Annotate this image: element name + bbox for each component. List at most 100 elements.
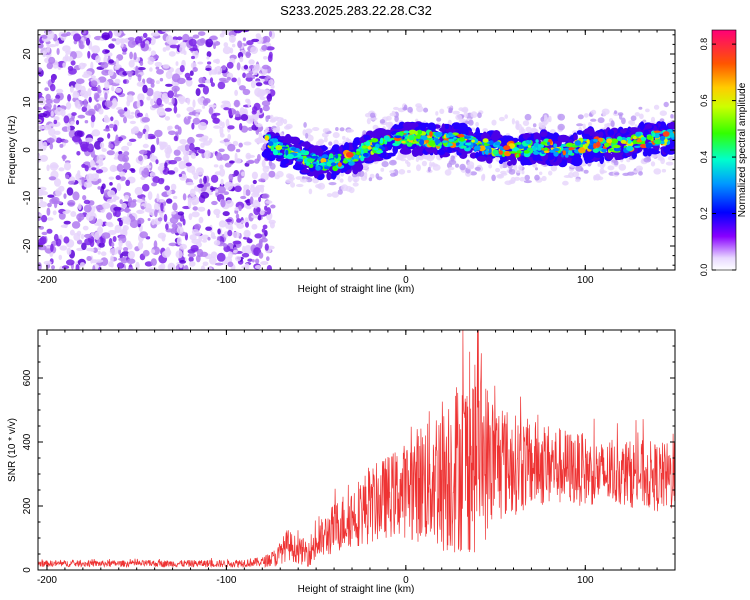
- noise-speckle: [39, 154, 48, 162]
- noise-speckle: [134, 186, 143, 196]
- y-tick-label: -10: [22, 190, 33, 205]
- ridge-core: [379, 138, 384, 144]
- x-tick-label: -100: [216, 575, 236, 586]
- x-tick-label: -100: [216, 275, 236, 286]
- noise-speckle: [80, 262, 85, 267]
- noise-speckle: [46, 228, 53, 234]
- ridge-core: [322, 154, 329, 159]
- noise-speckle: [240, 125, 249, 133]
- noise-speckle: [195, 167, 204, 176]
- noise-speckle: [50, 75, 56, 84]
- noise-speckle: [41, 231, 48, 236]
- noise-speckle: [235, 255, 242, 262]
- noise-speckle: [86, 143, 94, 153]
- ridge-core: [383, 135, 390, 141]
- noise-speckle: [107, 133, 111, 139]
- noise-speckle: [123, 116, 127, 124]
- ridge-blob: [343, 142, 350, 152]
- noise-speckle: [113, 30, 122, 37]
- noise-speckle: [59, 245, 68, 251]
- noise-speckle: [245, 189, 251, 197]
- x-tick-label: -200: [37, 275, 57, 286]
- noise-speckle: [48, 44, 57, 48]
- halo-speckle: [283, 118, 288, 125]
- noise-speckle: [229, 222, 233, 230]
- noise-speckle: [108, 143, 114, 149]
- noise-speckle: [154, 129, 163, 138]
- noise-speckle: [243, 141, 252, 146]
- ridge-core: [626, 145, 634, 152]
- noise-speckle: [84, 137, 94, 143]
- noise-speckle: [66, 187, 74, 196]
- ridge-blob: [280, 160, 286, 167]
- noise-speckle: [104, 80, 110, 90]
- ridge-blob: [571, 157, 580, 165]
- halo-speckle: [386, 115, 392, 121]
- ridge-core: [286, 153, 295, 160]
- noise-speckle: [62, 265, 70, 270]
- noise-speckle: [90, 75, 96, 79]
- noise-speckle: [210, 82, 215, 87]
- halo-speckle: [342, 135, 346, 140]
- halo-speckle: [481, 174, 485, 182]
- halo-speckle: [303, 122, 307, 128]
- noise-speckle: [182, 150, 190, 156]
- ridge-core: [565, 142, 574, 147]
- noise-speckle: [202, 261, 209, 267]
- noise-speckle: [159, 112, 166, 116]
- noise-speckle: [42, 35, 48, 39]
- noise-speckle: [261, 159, 266, 168]
- noise-speckle: [71, 221, 81, 229]
- noise-speckle: [234, 206, 240, 211]
- halo-speckle: [522, 120, 530, 126]
- noise-speckle: [101, 32, 110, 40]
- ridge-blob: [278, 136, 288, 141]
- noise-speckle: [256, 207, 261, 213]
- ridge-core: [564, 153, 569, 158]
- noise-speckle: [148, 267, 158, 270]
- halo-speckle: [519, 176, 526, 182]
- ridge-core: [272, 150, 279, 156]
- noise-speckle: [193, 231, 201, 237]
- noise-speckle: [192, 117, 201, 125]
- halo-speckle: [621, 117, 626, 125]
- noise-speckle: [63, 139, 69, 144]
- halo-speckle: [439, 108, 445, 115]
- halo-speckle: [523, 180, 532, 184]
- noise-speckle: [223, 107, 230, 111]
- noise-speckle: [113, 156, 119, 160]
- ridge-blob: [583, 128, 595, 136]
- halo-speckle: [597, 162, 601, 167]
- noise-speckle: [44, 87, 49, 91]
- halo-speckle: [328, 182, 337, 186]
- noise-speckle: [98, 178, 102, 184]
- ridge-core: [669, 132, 675, 138]
- noise-speckle: [265, 200, 273, 204]
- halo-speckle: [491, 119, 497, 126]
- halo-speckle: [525, 126, 532, 133]
- noise-speckle: [192, 34, 200, 39]
- noise-speckle: [186, 97, 191, 105]
- ridge-core: [446, 134, 450, 138]
- noise-speckle: [234, 89, 239, 96]
- halo-speckle: [276, 125, 281, 133]
- ridge-blob: [457, 122, 468, 131]
- noise-speckle: [240, 220, 246, 224]
- noise-speckle: [124, 194, 130, 200]
- halo-speckle: [380, 167, 385, 172]
- noise-speckle: [138, 155, 143, 162]
- ridge-core: [601, 148, 607, 153]
- noise-speckle: [140, 41, 146, 49]
- noise-speckle: [266, 207, 272, 215]
- noise-speckle: [96, 218, 104, 227]
- noise-speckle: [158, 209, 162, 216]
- noise-speckle: [229, 160, 235, 164]
- noise-speckle: [126, 114, 135, 119]
- noise-speckle: [68, 68, 77, 75]
- noise-speckle: [242, 245, 246, 254]
- noise-speckle: [149, 171, 156, 177]
- noise-speckle: [55, 238, 62, 247]
- noise-speckle: [177, 145, 186, 151]
- halo-speckle: [670, 114, 674, 119]
- noise-speckle: [53, 104, 57, 111]
